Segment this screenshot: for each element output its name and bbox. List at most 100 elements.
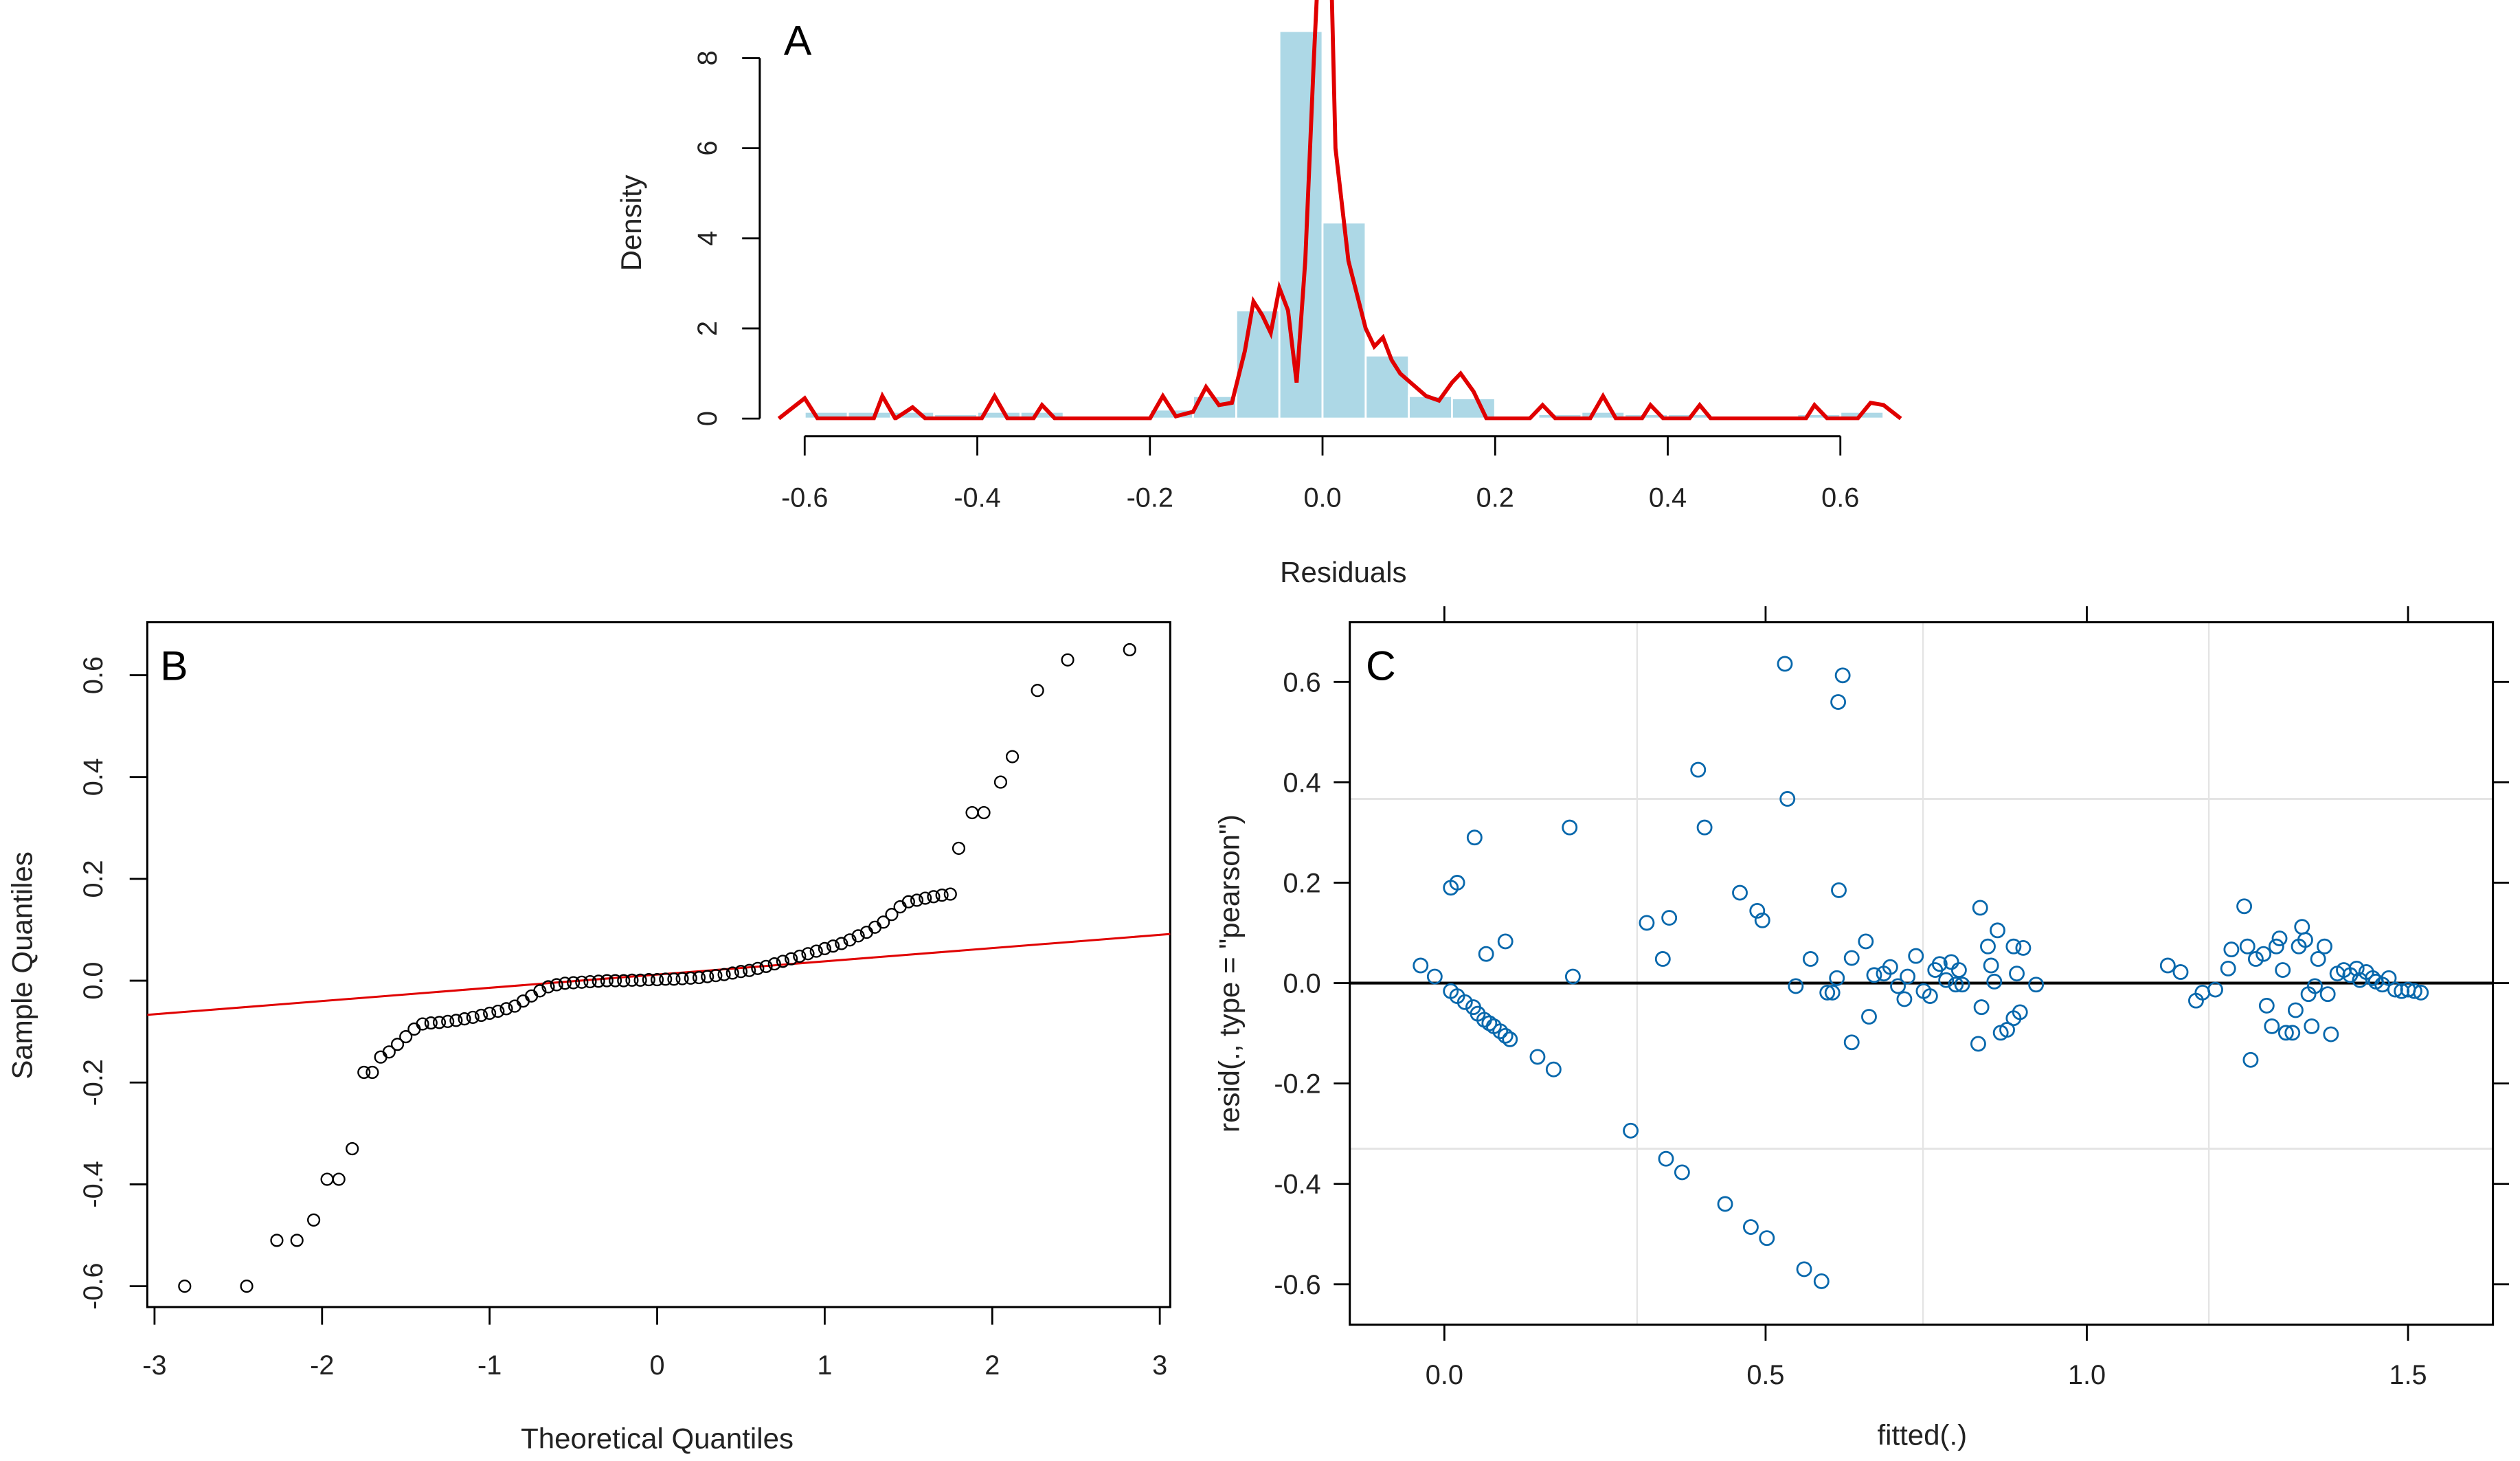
data-point bbox=[407, 1022, 421, 1036]
x-tick-label: 0.5 bbox=[1746, 1360, 1784, 1390]
data-point bbox=[491, 1004, 505, 1018]
data-point bbox=[390, 1038, 405, 1051]
y-tick-label: -0.6 bbox=[1274, 1270, 1320, 1300]
data-point bbox=[1661, 910, 1678, 926]
data-point bbox=[1449, 875, 1465, 891]
data-point bbox=[1882, 959, 1898, 975]
data-point bbox=[346, 1142, 359, 1156]
data-point bbox=[993, 775, 1008, 789]
histogram-bar bbox=[1321, 221, 1367, 420]
data-point bbox=[458, 1012, 471, 1026]
data-point bbox=[743, 963, 756, 977]
data-point bbox=[1529, 1049, 1546, 1065]
y-tick-label: 8 bbox=[693, 50, 723, 65]
data-point bbox=[558, 977, 572, 990]
data-point bbox=[1990, 922, 2005, 939]
y-tick-label: 0.2 bbox=[78, 860, 109, 897]
y-tick-label: 2 bbox=[693, 321, 723, 336]
data-point bbox=[927, 890, 941, 904]
data-point bbox=[1779, 791, 1796, 807]
data-point bbox=[1123, 643, 1136, 657]
data-point bbox=[1843, 950, 1860, 966]
data-point bbox=[633, 973, 647, 987]
y-tick-label: 0.2 bbox=[1283, 868, 1321, 898]
data-point bbox=[525, 989, 539, 1003]
data-point bbox=[1986, 973, 2003, 990]
data-point bbox=[1426, 968, 1443, 985]
data-point bbox=[1413, 957, 1429, 974]
data-point bbox=[1983, 957, 1999, 974]
data-point bbox=[399, 1029, 413, 1044]
data-point bbox=[2310, 951, 2326, 967]
data-point bbox=[483, 1006, 497, 1021]
data-point bbox=[1732, 884, 1748, 901]
data-point bbox=[1861, 1009, 1877, 1025]
data-point bbox=[709, 969, 723, 983]
data-point bbox=[701, 970, 715, 983]
data-point bbox=[625, 973, 639, 987]
data-point bbox=[2242, 1051, 2259, 1068]
data-point bbox=[1497, 1027, 1514, 1044]
data-point bbox=[1674, 1164, 1690, 1181]
data-point bbox=[1829, 970, 1845, 986]
y-axis-label: Density bbox=[615, 175, 647, 271]
data-point bbox=[977, 805, 991, 820]
x-tick-label: -0.6 bbox=[781, 482, 828, 513]
data-point bbox=[1973, 999, 1990, 1016]
data-point bbox=[2207, 981, 2223, 998]
data-point bbox=[2297, 932, 2313, 948]
data-point bbox=[1754, 912, 1770, 928]
panel-b-qq-plot: -3 -2 -1 0 1 2 3 -0.6 -0.4 -0.2 0.0 0.2 0.4 0.6 Theore… bbox=[5, 621, 1171, 1454]
panel-label: C bbox=[1366, 642, 1396, 689]
data-point bbox=[1717, 1196, 1733, 1212]
data-point bbox=[1824, 985, 1841, 1001]
data-point bbox=[717, 968, 731, 981]
data-point bbox=[2220, 960, 2236, 977]
data-point bbox=[835, 937, 848, 950]
x-tick-label: 0.2 bbox=[1476, 482, 1514, 513]
data-point bbox=[919, 891, 932, 905]
plot-frame bbox=[146, 621, 1171, 1308]
data-point bbox=[2268, 938, 2284, 955]
histogram-bar bbox=[1019, 410, 1065, 420]
data-point bbox=[1858, 933, 1874, 950]
y-tick-label: -0.4 bbox=[1274, 1170, 1320, 1200]
data-point bbox=[1658, 1150, 1674, 1167]
data-point bbox=[382, 1045, 396, 1059]
data-point bbox=[1749, 902, 1766, 919]
data-point bbox=[1497, 933, 1514, 950]
data-point bbox=[2287, 1002, 2304, 1018]
x-tick-label: 0.0 bbox=[1426, 1360, 1463, 1390]
data-point bbox=[1564, 968, 1581, 985]
data-point bbox=[1759, 1230, 1775, 1247]
data-point bbox=[2015, 939, 2032, 956]
data-point bbox=[1922, 988, 1938, 1004]
data-point bbox=[776, 955, 790, 968]
y-tick-label: 0.6 bbox=[1283, 667, 1321, 698]
data-point bbox=[424, 1016, 438, 1030]
data-point bbox=[1502, 1031, 1518, 1047]
data-point bbox=[868, 920, 882, 934]
data-point bbox=[1896, 991, 1913, 1007]
data-point bbox=[1492, 1023, 1509, 1040]
data-point bbox=[1972, 900, 1988, 916]
data-point bbox=[2172, 964, 2189, 980]
data-point bbox=[2005, 938, 2022, 955]
data-point bbox=[1831, 882, 1847, 898]
data-point bbox=[785, 952, 798, 966]
data-point bbox=[1830, 694, 1847, 710]
data-point bbox=[851, 929, 865, 943]
data-point bbox=[1005, 750, 1020, 763]
data-point bbox=[499, 1002, 513, 1016]
data-point bbox=[2247, 951, 2264, 967]
data-point bbox=[767, 957, 781, 971]
data-point bbox=[910, 893, 924, 907]
data-point bbox=[826, 939, 840, 953]
y-tick-label: -0.4 bbox=[78, 1161, 109, 1207]
data-point bbox=[2294, 919, 2310, 935]
data-point bbox=[575, 975, 589, 989]
data-point bbox=[1466, 829, 1483, 846]
data-point bbox=[332, 1172, 346, 1186]
x-tick-label: -0.4 bbox=[954, 482, 1000, 513]
x-tick-label: 0 bbox=[649, 1350, 664, 1381]
